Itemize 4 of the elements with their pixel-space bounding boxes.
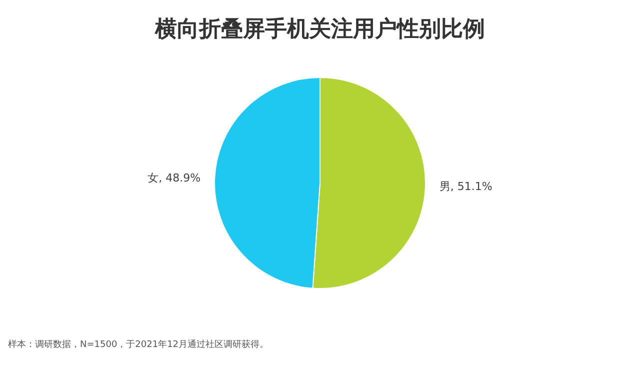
slice-label: 男, 51.1% bbox=[439, 180, 492, 193]
slice-label: 女, 48.9% bbox=[148, 172, 201, 185]
text: 样本：调研数据，N=1500，于2021年12月通过社区调研获得。 bbox=[8, 338, 269, 351]
chart-title: 横向折叠屏手机关注用户性别比例 bbox=[154, 16, 486, 44]
